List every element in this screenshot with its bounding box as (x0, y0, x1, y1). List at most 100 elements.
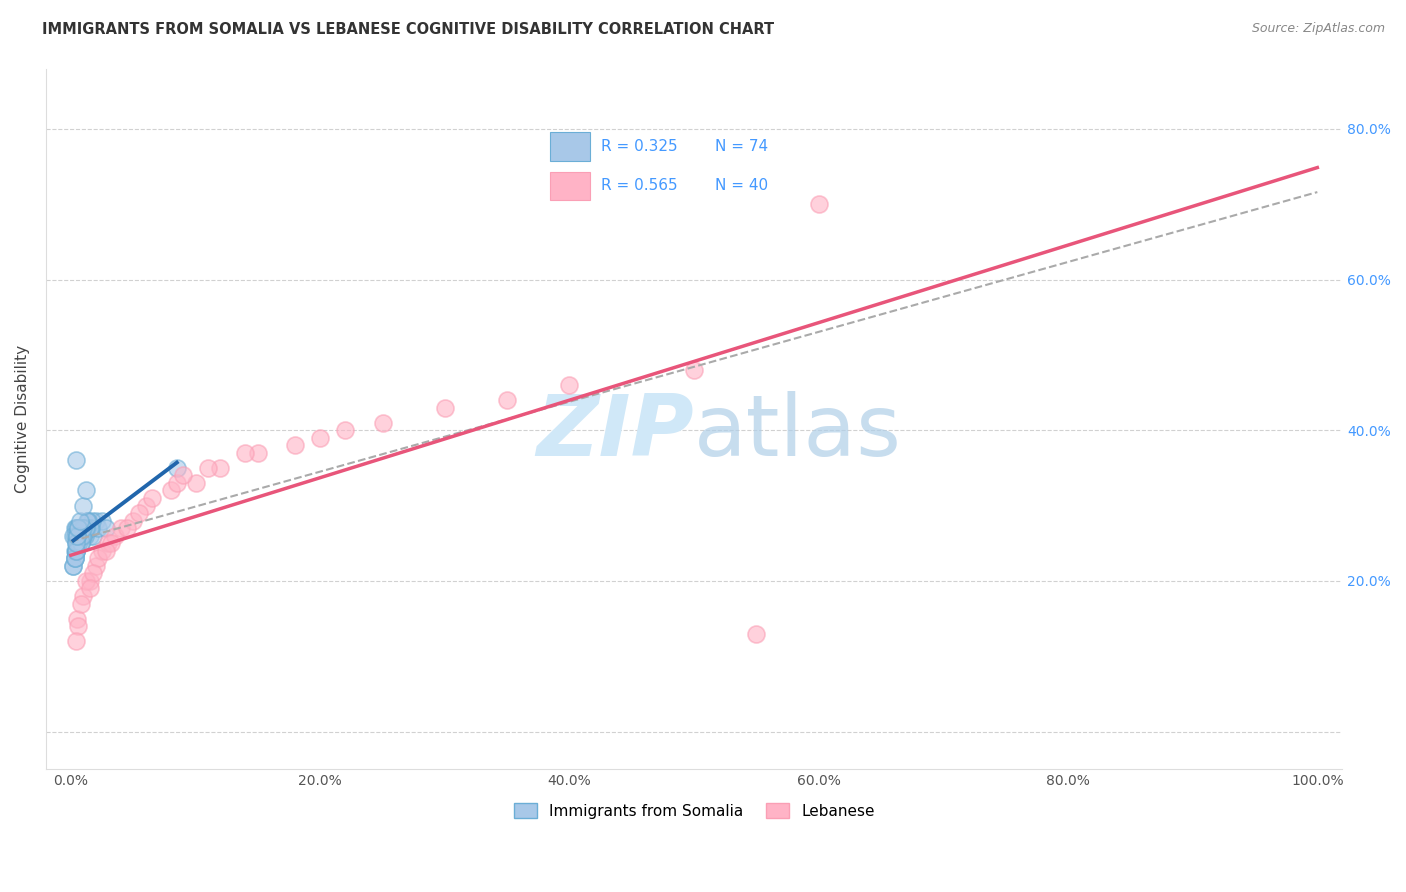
Point (94, 521, 117, 535)
Point (63, 551, 86, 566)
Point (70, 536, 93, 550)
Point (62, 529, 84, 543)
Point (246, 446, 269, 460)
Point (79, 529, 101, 543)
Text: IMMIGRANTS FROM SOMALIA VS LEBANESE COGNITIVE DISABILITY CORRELATION CHART: IMMIGRANTS FROM SOMALIA VS LEBANESE COGN… (42, 22, 775, 37)
Point (77, 514, 100, 528)
Point (79, 574, 101, 588)
Point (65, 536, 87, 550)
Point (70, 529, 93, 543)
Point (65, 521, 87, 535)
Point (371, 416, 394, 430)
Point (65, 536, 87, 550)
Point (209, 461, 232, 475)
Point (197, 461, 219, 475)
Point (84, 558, 107, 573)
Text: Source: ZipAtlas.com: Source: ZipAtlas.com (1251, 22, 1385, 36)
Point (76, 521, 98, 535)
Point (172, 468, 194, 483)
Point (166, 475, 188, 490)
Point (73, 521, 96, 535)
Point (66, 536, 89, 550)
Point (70, 529, 93, 543)
Point (63, 551, 86, 566)
Point (79, 521, 101, 535)
Point (65, 543, 87, 558)
Point (103, 529, 125, 543)
Point (63, 521, 86, 535)
Point (63, 543, 86, 558)
Point (433, 401, 456, 415)
Point (141, 491, 163, 505)
Point (66, 529, 89, 543)
Point (73, 529, 96, 543)
Point (70, 521, 93, 535)
Point (79, 582, 101, 596)
Point (70, 529, 93, 543)
Point (72, 521, 94, 535)
Point (63, 529, 86, 543)
Point (94, 543, 117, 558)
Point (80, 514, 103, 528)
Point (496, 393, 519, 408)
Point (75, 521, 97, 535)
Point (69, 514, 91, 528)
Point (84, 514, 107, 528)
Point (66, 536, 89, 550)
Point (70, 536, 93, 550)
Point (65, 543, 87, 558)
Point (67, 521, 90, 535)
Point (67, 529, 90, 543)
Point (69, 529, 91, 543)
Point (63, 551, 86, 566)
Point (69, 529, 91, 543)
Point (135, 499, 157, 513)
Point (72, 529, 94, 543)
Point (67, 536, 90, 550)
Point (67, 536, 90, 550)
Point (67, 536, 90, 550)
Legend: Immigrants from Somalia, Lebanese: Immigrants from Somalia, Lebanese (508, 797, 880, 825)
Point (745, 626, 768, 640)
Point (284, 438, 307, 452)
Point (122, 514, 145, 528)
Point (166, 461, 188, 475)
Point (65, 543, 87, 558)
Point (69, 529, 91, 543)
Point (73, 521, 96, 535)
Point (66, 611, 89, 625)
Point (91, 514, 114, 528)
Point (67, 536, 90, 550)
Point (128, 506, 150, 520)
Point (91, 543, 114, 558)
Point (110, 521, 132, 535)
Point (66, 529, 89, 543)
Point (70, 529, 93, 543)
Point (65, 634, 87, 648)
Point (70, 521, 93, 535)
Point (66, 529, 89, 543)
Point (75, 574, 97, 588)
Point (62, 558, 84, 573)
Point (69, 529, 91, 543)
Point (72, 529, 94, 543)
Point (75, 521, 97, 535)
Point (87, 551, 110, 566)
Point (87, 521, 110, 535)
Point (70, 597, 93, 611)
Point (807, 197, 830, 211)
Point (235, 446, 257, 460)
Point (72, 529, 94, 543)
Point (66, 521, 89, 535)
Point (309, 431, 332, 445)
Point (82, 566, 104, 581)
Point (75, 483, 97, 498)
Point (100, 536, 122, 550)
Point (67, 619, 90, 633)
Point (72, 499, 94, 513)
Text: ZIP: ZIP (537, 392, 695, 475)
Point (333, 423, 356, 437)
Point (70, 529, 93, 543)
Text: atlas: atlas (695, 392, 903, 475)
Point (66, 536, 89, 550)
